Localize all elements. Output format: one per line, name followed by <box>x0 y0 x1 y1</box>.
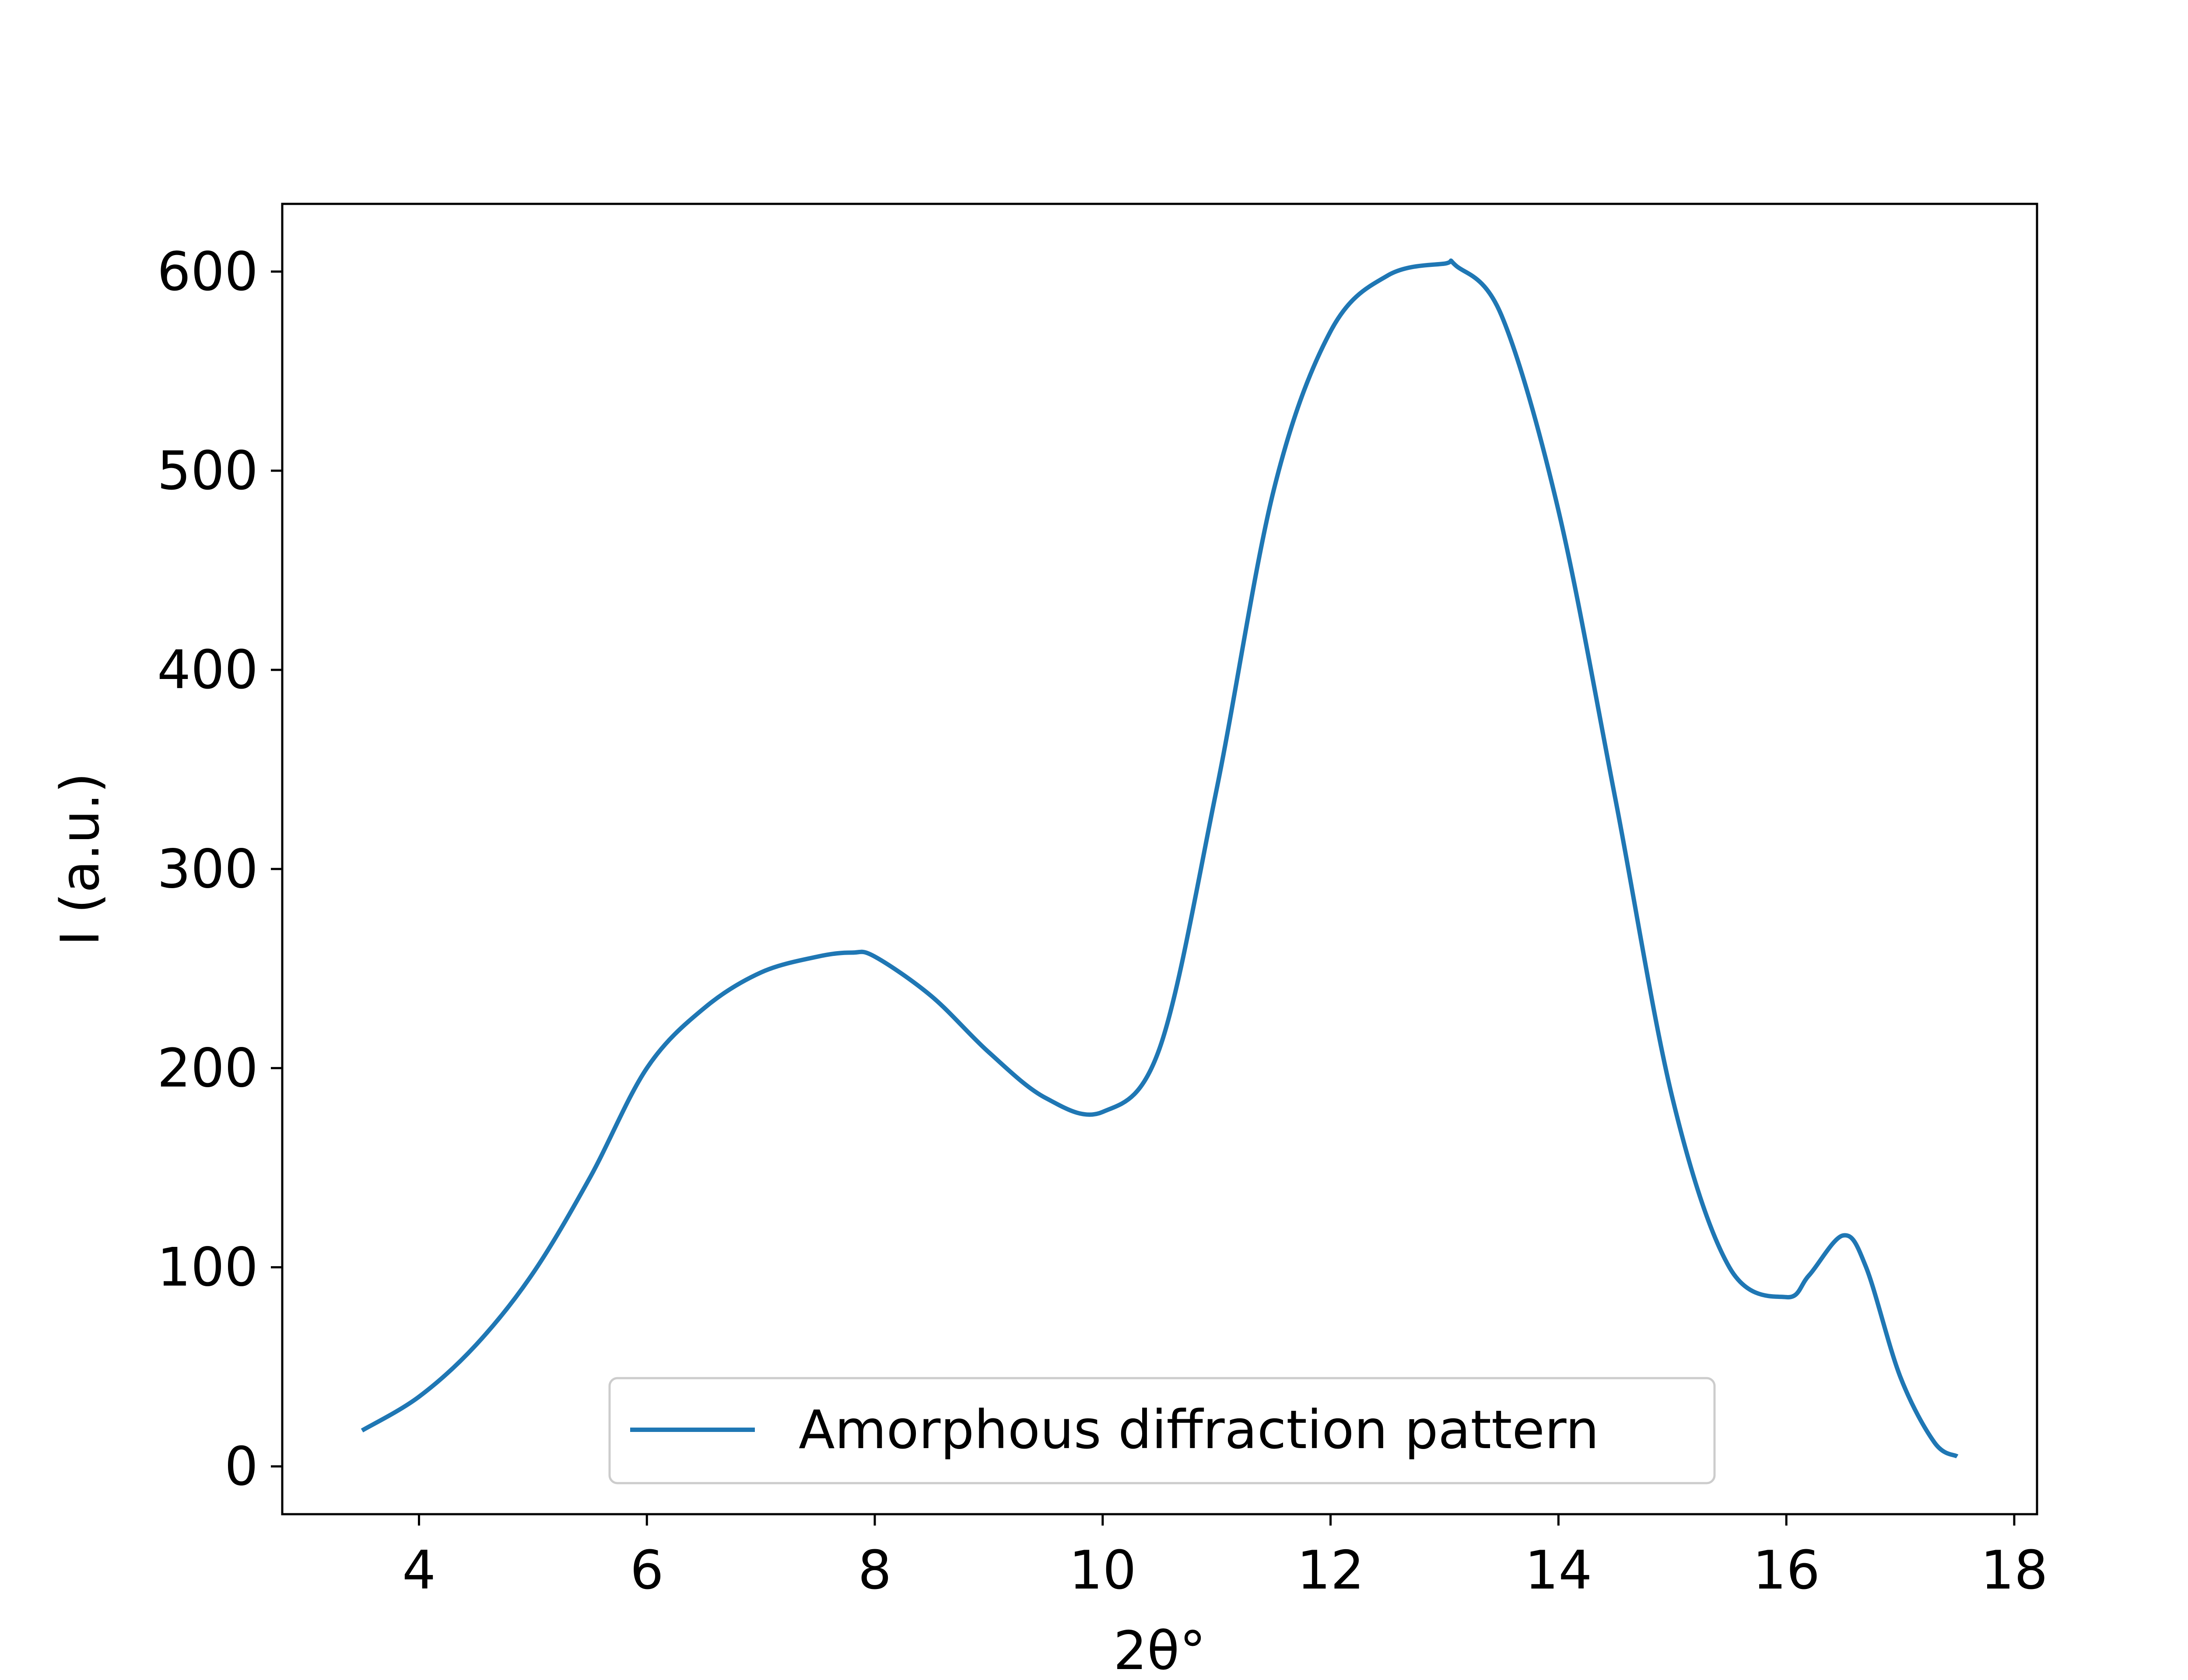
y-tick-label: 100 <box>157 1237 258 1298</box>
x-tick-label: 12 <box>1297 1540 1364 1601</box>
plot-layer <box>361 258 1959 1459</box>
y-tick-label: 500 <box>157 440 258 502</box>
x-tick-label: 4 <box>402 1540 436 1601</box>
x-tick-label: 10 <box>1069 1540 1136 1601</box>
y-axis-label: I (a.u.) <box>49 773 111 946</box>
y-tick-label: 200 <box>157 1037 258 1099</box>
legend: Amorphous diffraction pattern <box>608 1377 1716 1484</box>
y-tick-label: 600 <box>157 241 258 303</box>
legend-box <box>608 1377 1716 1484</box>
legend-label: Amorphous diffraction pattern <box>799 1399 1599 1461</box>
x-tick-label: 14 <box>1525 1540 1592 1601</box>
series-line-0 <box>361 258 1959 1459</box>
x-axis-label: 2θ° <box>1113 1620 1206 1680</box>
x-tick-label: 18 <box>1981 1540 2048 1601</box>
y-tick-label: 400 <box>157 639 258 701</box>
y-tick-label: 0 <box>224 1436 258 1498</box>
axes-frame <box>281 203 2038 1516</box>
x-tick-label: 6 <box>630 1540 664 1601</box>
x-tick-label: 8 <box>858 1540 892 1601</box>
x-tick-label: 16 <box>1753 1540 1820 1601</box>
x-axis-ticks: 4 6 8 10 12 14 16 18 <box>402 1514 2048 1601</box>
y-axis-ticks: 0 100 200 300 400 500 600 <box>157 241 282 1498</box>
y-tick-label: 300 <box>157 838 258 900</box>
